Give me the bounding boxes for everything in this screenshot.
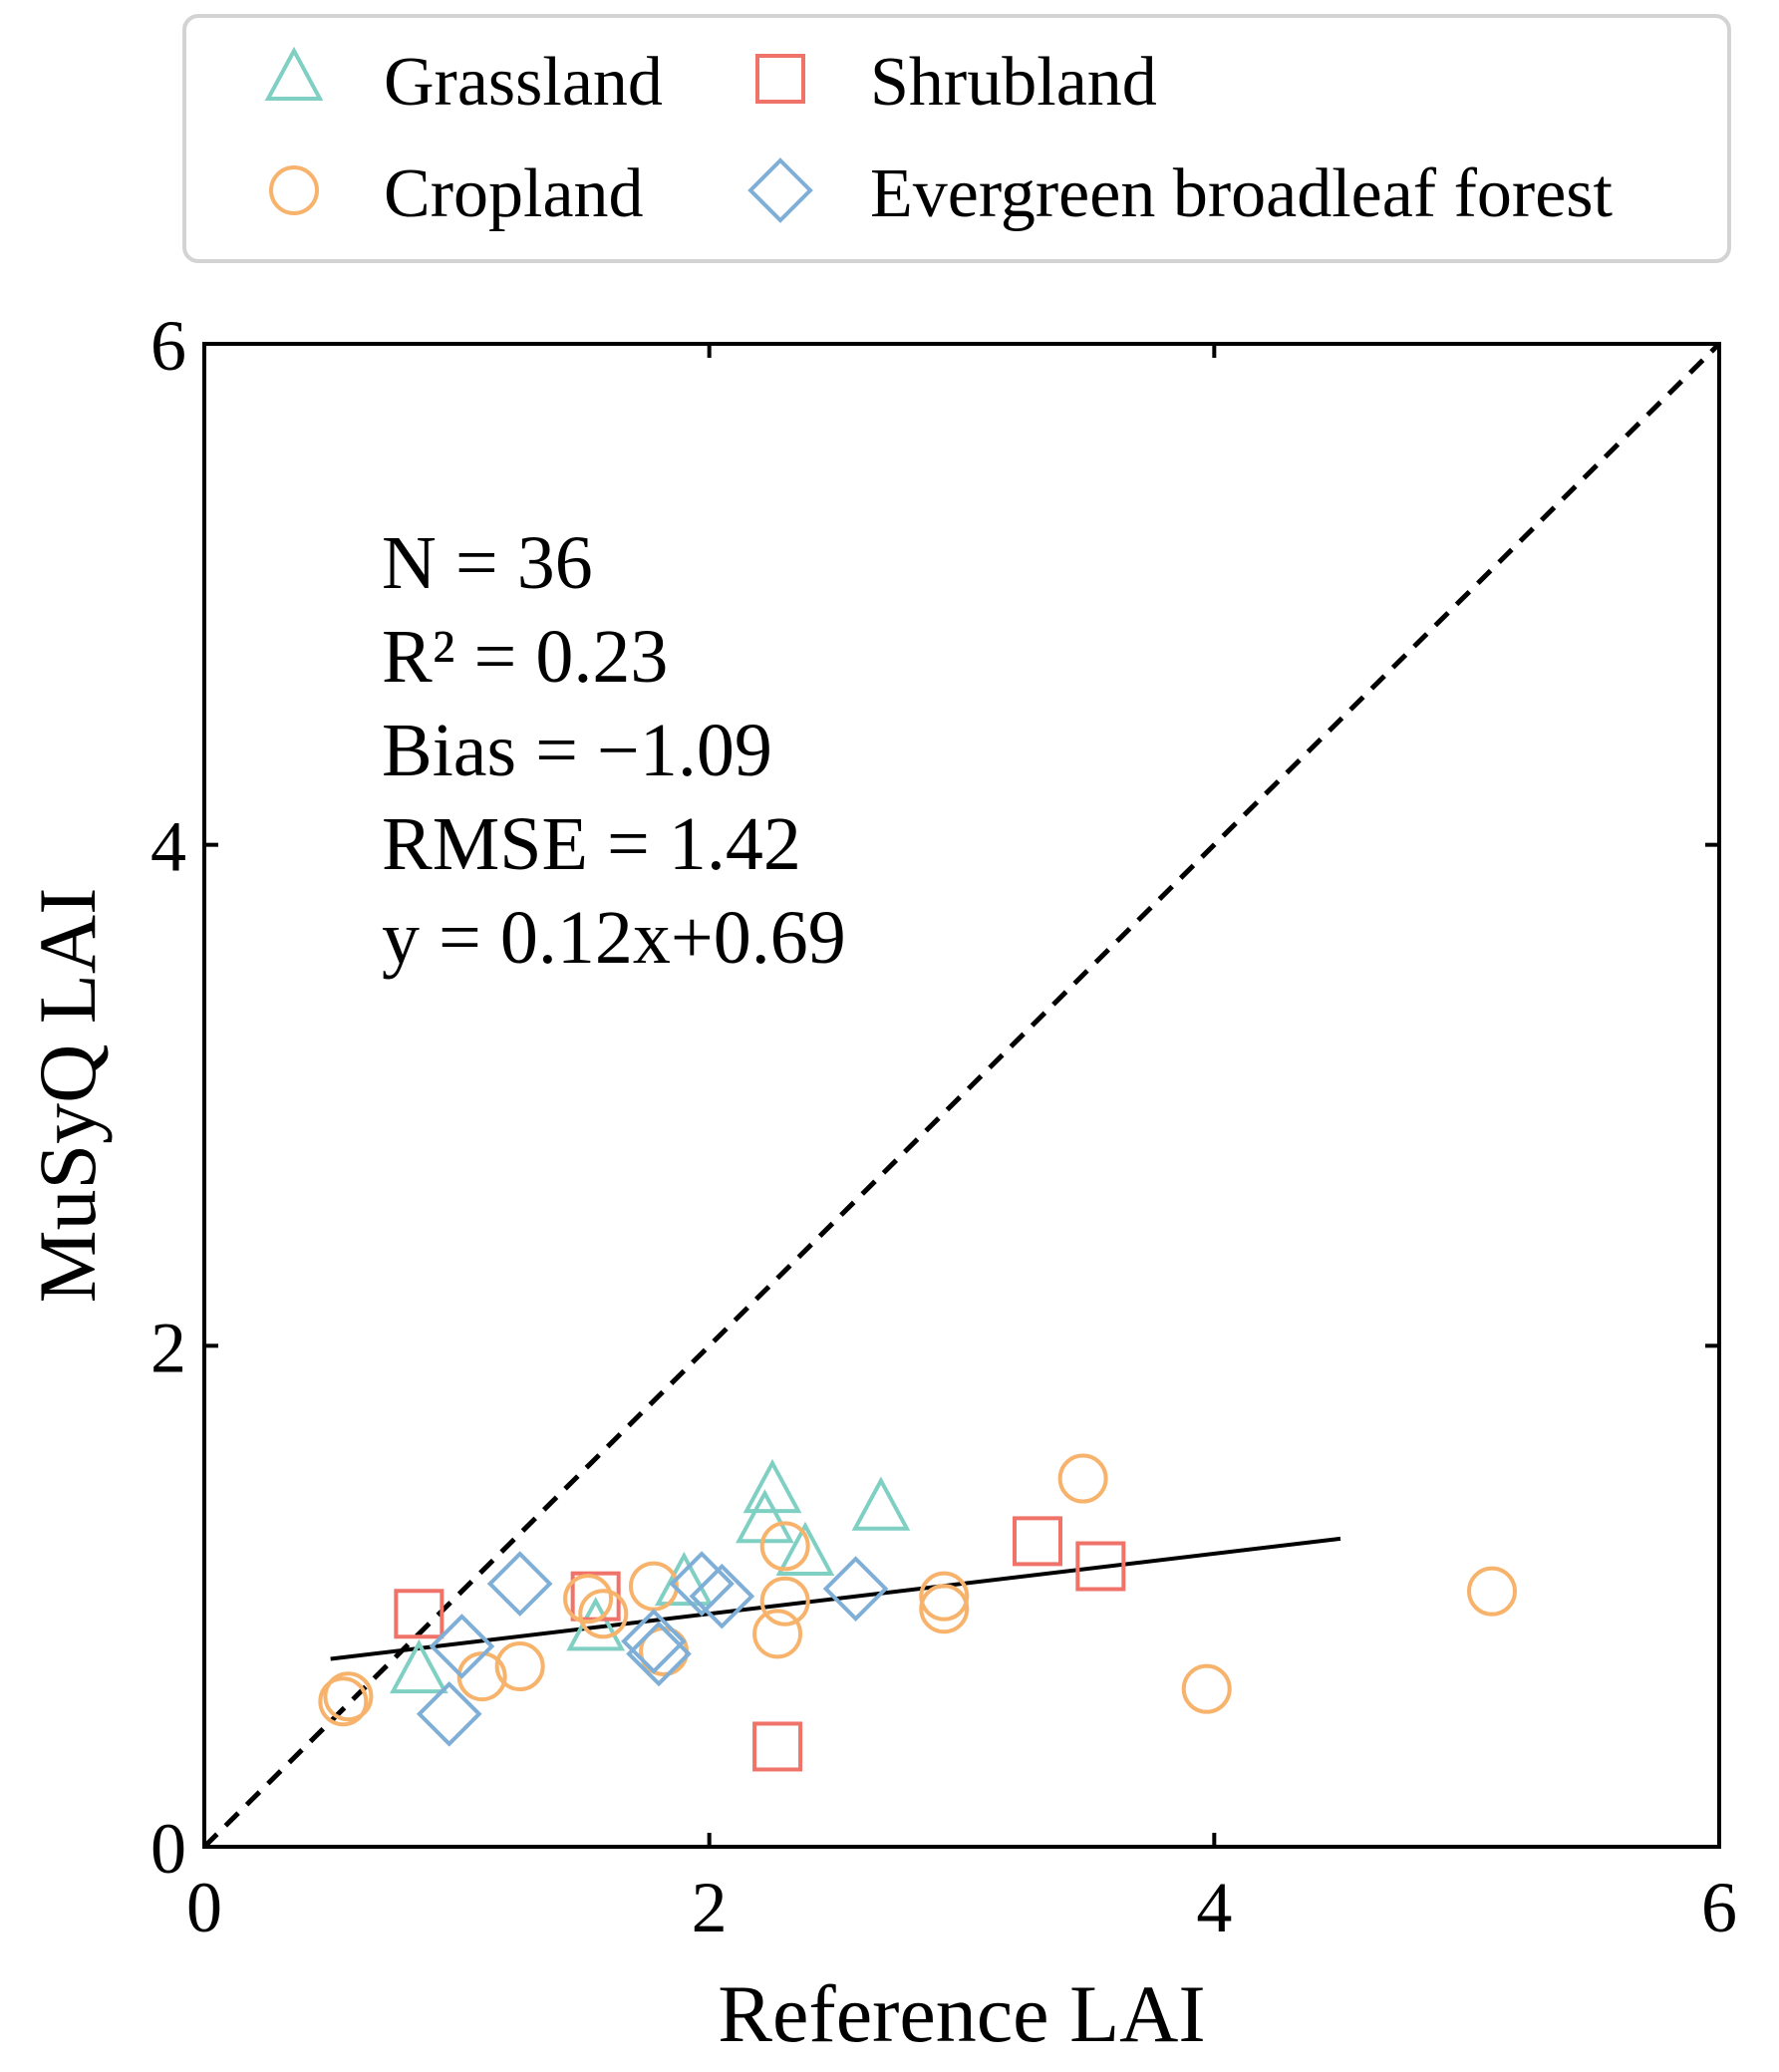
point-grassland <box>775 1521 835 1576</box>
x-tick-label: 6 <box>1701 1868 1737 1947</box>
point-cropland <box>759 1576 810 1627</box>
legend-marker-cropland <box>269 165 319 215</box>
x-axis-title: Reference LAI <box>718 1968 1205 2059</box>
point-shrubland <box>394 1589 445 1639</box>
one-to-one-line <box>202 342 1721 1849</box>
y-axis-title: MuSyQ LAI <box>22 888 113 1304</box>
point-grassland <box>851 1476 911 1531</box>
legend-box <box>182 14 1731 263</box>
legend: Grassland Shrubland Cropland Evergreen broa… <box>264 44 1614 232</box>
y-tick-label: 2 <box>150 1308 186 1387</box>
legend-label-cropland: Cropland <box>384 155 644 232</box>
point-evergreen-broadleaf-forest <box>822 1556 889 1622</box>
data-points <box>318 1453 1517 1772</box>
point-cropland <box>752 1609 803 1659</box>
stat-line: Bias = −1.09 <box>382 709 772 792</box>
stat-line: RMSE = 1.42 <box>382 802 801 886</box>
point-cropland <box>563 1574 614 1625</box>
point-shrubland <box>1075 1541 1126 1592</box>
point-cropland <box>578 1589 629 1639</box>
point-cropland <box>494 1641 545 1692</box>
statistics-annotation: N = 36 R² = 0.23 Bias = −1.09 RMSE = 1.42 y … <box>382 521 846 980</box>
y-tick-label: 6 <box>150 306 186 386</box>
x-tick-label: 2 <box>692 1868 728 1947</box>
point-shrubland <box>1013 1516 1062 1567</box>
legend-label-grassland: Grassland <box>384 44 663 121</box>
point-grassland <box>742 1458 802 1514</box>
point-cropland <box>759 1521 810 1572</box>
point-cropland <box>1181 1663 1232 1714</box>
point-evergreen-broadleaf-forest <box>486 1551 553 1617</box>
point-grassland <box>736 1489 794 1544</box>
point-evergreen-broadleaf-forest <box>429 1614 495 1679</box>
point-cropland <box>919 1571 970 1622</box>
legend-label-evergreen-broadleaf-forest: Evergreen broadleaf forest <box>870 155 1614 232</box>
point-cropland <box>919 1584 970 1634</box>
y-tick-label: 0 <box>150 1809 186 1889</box>
point-grassland <box>654 1551 714 1607</box>
point-evergreen-broadleaf-forest <box>669 1551 735 1617</box>
x-tick-label: 0 <box>186 1868 222 1947</box>
tick-labels: 00 2 2 4 4 6 6 <box>150 306 1737 1947</box>
stat-line: R² = 0.23 <box>382 615 668 699</box>
y-tick-label: 4 <box>150 807 186 887</box>
point-evergreen-broadleaf-forest <box>689 1563 755 1629</box>
point-cropland <box>1057 1453 1108 1504</box>
point-cropland <box>323 1671 374 1722</box>
legend-marker-grassland <box>264 46 324 101</box>
stat-line: N = 36 <box>382 521 593 605</box>
point-grassland <box>389 1638 448 1694</box>
point-evergreen-broadleaf-forest <box>621 1609 687 1674</box>
legend-label-shrubland: Shrubland <box>870 44 1157 121</box>
legend-marker-shrubland <box>755 54 805 104</box>
point-cropland <box>1467 1566 1517 1617</box>
point-cropland <box>318 1676 369 1727</box>
plot-frame <box>202 342 1721 1849</box>
point-evergreen-broadleaf-forest <box>416 1680 482 1747</box>
point-shrubland <box>752 1721 803 1772</box>
x-tick-label: 4 <box>1196 1868 1232 1947</box>
legend-marker-evergreen-broadleaf-forest <box>747 157 813 223</box>
stat-line: y = 0.12x+0.69 <box>382 896 846 980</box>
